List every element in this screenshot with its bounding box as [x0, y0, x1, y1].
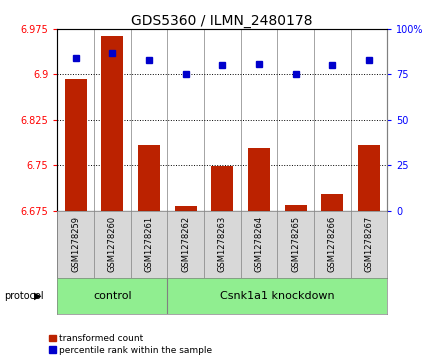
Bar — [65, 79, 87, 211]
Text: GSM1278259: GSM1278259 — [71, 216, 80, 272]
Text: protocol: protocol — [4, 291, 44, 301]
Bar — [358, 144, 380, 211]
Bar — [138, 144, 160, 211]
Title: GDS5360 / ILMN_2480178: GDS5360 / ILMN_2480178 — [132, 14, 313, 28]
Text: GSM1278266: GSM1278266 — [328, 216, 337, 272]
Bar — [211, 166, 233, 211]
Text: Csnk1a1 knockdown: Csnk1a1 knockdown — [220, 291, 334, 301]
Bar — [248, 148, 270, 211]
Bar — [101, 36, 123, 211]
Bar — [321, 193, 343, 211]
Text: GSM1278265: GSM1278265 — [291, 216, 300, 272]
Text: GSM1278264: GSM1278264 — [254, 216, 264, 272]
Text: GSM1278261: GSM1278261 — [144, 216, 154, 272]
Legend: transformed count, percentile rank within the sample: transformed count, percentile rank withi… — [48, 334, 213, 355]
Text: GSM1278263: GSM1278263 — [218, 216, 227, 272]
Text: GSM1278267: GSM1278267 — [364, 216, 374, 272]
Text: control: control — [93, 291, 132, 301]
Bar — [175, 206, 197, 211]
Bar — [285, 205, 307, 211]
Text: ▶: ▶ — [33, 291, 41, 301]
Text: GSM1278260: GSM1278260 — [108, 216, 117, 272]
Text: GSM1278262: GSM1278262 — [181, 216, 190, 272]
